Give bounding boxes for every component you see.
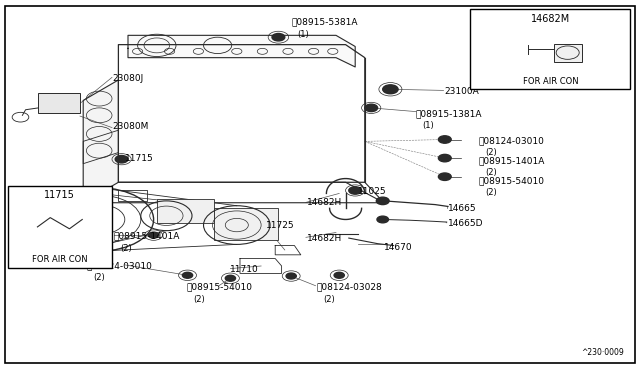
Circle shape [383,85,398,94]
Text: 23080J: 23080J [112,74,143,83]
Bar [470,9,630,89]
Circle shape [225,275,236,281]
Text: (1): (1) [422,121,434,130]
Text: 11025: 11025 [358,187,387,196]
Text: 14682H: 14682H [307,234,342,243]
Text: 23080M: 23080M [112,122,148,131]
Circle shape [272,33,285,41]
Text: Ⓦ08915-1401A: Ⓦ08915-1401A [114,232,180,241]
Text: Ⓑ08124-03010: Ⓑ08124-03010 [86,262,152,270]
Text: Ⓥ08915-1401A: Ⓥ08915-1401A [479,156,545,165]
Circle shape [148,232,159,238]
Text: FOR AIR CON: FOR AIR CON [32,255,88,264]
Text: ^230·0009: ^230·0009 [581,348,624,357]
Circle shape [115,155,128,163]
Text: Ⓑ08124-03028: Ⓑ08124-03028 [317,283,383,292]
Text: Ⓦ08915-5381A: Ⓦ08915-5381A [291,18,358,27]
Text: Ⓑ08124-03010: Ⓑ08124-03010 [479,136,545,145]
Circle shape [376,197,389,205]
Polygon shape [128,35,355,67]
Text: (1): (1) [298,30,309,39]
Bar [157,199,214,223]
Circle shape [438,154,451,162]
Text: (2): (2) [193,295,205,304]
Text: 11710: 11710 [230,265,259,274]
Text: 14682M: 14682M [531,14,570,23]
Bar [8,186,112,268]
Text: (2): (2) [485,148,497,157]
Circle shape [377,216,388,223]
Circle shape [286,273,296,279]
Circle shape [182,272,193,278]
Text: Ⓦ08915-1381A: Ⓦ08915-1381A [416,109,483,118]
Bar [554,44,582,61]
Bar [214,208,278,240]
Text: (2): (2) [93,273,104,282]
Text: 11715: 11715 [44,190,76,200]
Text: 14682H: 14682H [307,198,342,207]
Circle shape [349,187,362,194]
Text: Ⓦ08915-54010: Ⓦ08915-54010 [187,283,253,292]
Text: Ⓦ08915-54010: Ⓦ08915-54010 [479,176,545,185]
Polygon shape [83,80,118,203]
Circle shape [438,173,451,180]
Text: (2): (2) [485,188,497,197]
Text: 14665D: 14665D [448,219,483,228]
Bar [38,93,80,113]
Circle shape [334,272,344,278]
Text: (2): (2) [120,244,132,253]
Circle shape [438,136,451,143]
Text: FOR AIR CON: FOR AIR CON [523,77,578,86]
Text: 14670: 14670 [384,243,413,252]
Text: 11715: 11715 [125,154,154,163]
Text: (2): (2) [323,295,335,304]
Text: 11725: 11725 [266,221,294,230]
Circle shape [365,104,378,112]
Text: 14665: 14665 [448,204,477,213]
Text: (2): (2) [485,168,497,177]
Text: 23100A: 23100A [445,87,479,96]
